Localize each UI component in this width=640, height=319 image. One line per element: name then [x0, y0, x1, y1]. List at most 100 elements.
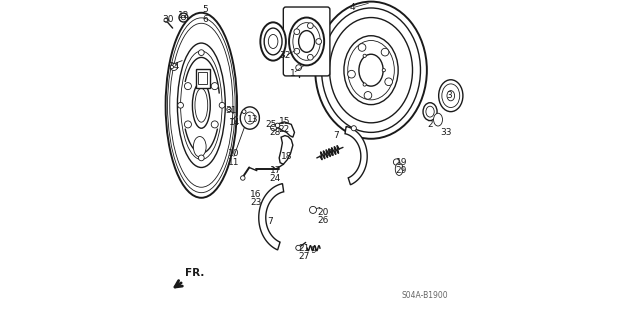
Circle shape	[310, 206, 317, 213]
Text: 30: 30	[163, 15, 174, 24]
Polygon shape	[279, 136, 293, 164]
Text: 2: 2	[428, 120, 433, 129]
Ellipse shape	[299, 31, 315, 52]
Ellipse shape	[268, 34, 278, 48]
Circle shape	[227, 107, 231, 112]
Circle shape	[184, 83, 191, 90]
Circle shape	[164, 18, 168, 22]
Circle shape	[307, 54, 313, 60]
Text: 23: 23	[250, 198, 262, 207]
Ellipse shape	[330, 18, 413, 123]
Ellipse shape	[359, 54, 383, 86]
Ellipse shape	[293, 23, 320, 60]
Text: 28: 28	[269, 128, 281, 137]
Text: 17: 17	[269, 166, 281, 175]
Circle shape	[241, 176, 245, 180]
Circle shape	[219, 102, 225, 108]
Circle shape	[348, 70, 355, 78]
Polygon shape	[345, 126, 367, 185]
Circle shape	[316, 39, 321, 44]
Text: 12: 12	[178, 11, 189, 20]
Ellipse shape	[289, 18, 324, 65]
Text: 22: 22	[278, 125, 290, 134]
Circle shape	[184, 121, 191, 128]
Text: 16: 16	[250, 190, 262, 199]
Circle shape	[296, 65, 301, 70]
Ellipse shape	[316, 2, 427, 139]
Circle shape	[307, 23, 313, 29]
Circle shape	[381, 48, 389, 56]
Ellipse shape	[166, 13, 237, 198]
Text: 8: 8	[326, 149, 332, 158]
Text: 26: 26	[317, 216, 329, 225]
Ellipse shape	[195, 88, 208, 122]
Text: S04A-B1900: S04A-B1900	[402, 291, 449, 300]
Ellipse shape	[433, 113, 442, 126]
Ellipse shape	[193, 137, 206, 157]
Text: 31: 31	[225, 106, 237, 115]
Text: 24: 24	[269, 174, 281, 183]
Text: 6: 6	[202, 15, 208, 24]
Text: 10: 10	[228, 149, 239, 158]
Polygon shape	[278, 122, 294, 137]
Ellipse shape	[193, 82, 211, 128]
Ellipse shape	[264, 28, 282, 55]
Ellipse shape	[244, 112, 255, 124]
Text: 7: 7	[333, 131, 339, 140]
Text: 11: 11	[228, 158, 239, 167]
Ellipse shape	[447, 91, 454, 101]
FancyBboxPatch shape	[284, 7, 330, 76]
Circle shape	[242, 110, 246, 114]
Circle shape	[294, 48, 300, 54]
Text: 27: 27	[298, 252, 310, 261]
Circle shape	[394, 159, 400, 165]
Circle shape	[382, 69, 385, 72]
Ellipse shape	[396, 163, 403, 175]
Circle shape	[211, 83, 218, 90]
Text: 9: 9	[311, 246, 317, 255]
Circle shape	[170, 63, 177, 70]
Circle shape	[181, 15, 186, 20]
Text: 1: 1	[290, 69, 296, 78]
Ellipse shape	[426, 106, 434, 117]
Circle shape	[385, 78, 392, 85]
Ellipse shape	[260, 22, 286, 61]
Ellipse shape	[438, 80, 463, 112]
Text: 21: 21	[298, 244, 310, 253]
Bar	[196, 69, 210, 88]
Circle shape	[275, 123, 280, 128]
Circle shape	[358, 44, 366, 51]
Text: 19: 19	[396, 158, 407, 167]
Text: 34: 34	[168, 63, 180, 71]
Text: 13: 13	[247, 115, 259, 124]
Ellipse shape	[442, 84, 460, 108]
Text: 33: 33	[440, 128, 452, 137]
Text: 18: 18	[281, 152, 292, 161]
Text: 14: 14	[229, 118, 241, 127]
Bar	[198, 72, 207, 84]
Text: 4: 4	[349, 4, 355, 12]
Circle shape	[211, 121, 218, 128]
Ellipse shape	[177, 43, 225, 167]
Text: 15: 15	[278, 117, 290, 126]
Ellipse shape	[240, 107, 259, 129]
Circle shape	[296, 245, 301, 250]
Polygon shape	[259, 184, 284, 250]
Text: FR.: FR.	[185, 268, 204, 278]
Text: 29: 29	[396, 166, 407, 175]
Circle shape	[364, 92, 372, 99]
Text: 5: 5	[202, 5, 208, 14]
Circle shape	[178, 102, 184, 108]
Circle shape	[363, 54, 366, 57]
Circle shape	[271, 124, 277, 131]
Text: 3: 3	[446, 91, 452, 100]
Circle shape	[198, 155, 204, 161]
Circle shape	[179, 13, 188, 22]
Text: 7: 7	[268, 217, 273, 226]
Text: 20: 20	[317, 208, 329, 217]
Text: 32: 32	[279, 51, 291, 60]
Ellipse shape	[344, 36, 398, 105]
Text: 25: 25	[266, 120, 277, 129]
Ellipse shape	[423, 103, 437, 121]
Circle shape	[351, 126, 356, 131]
